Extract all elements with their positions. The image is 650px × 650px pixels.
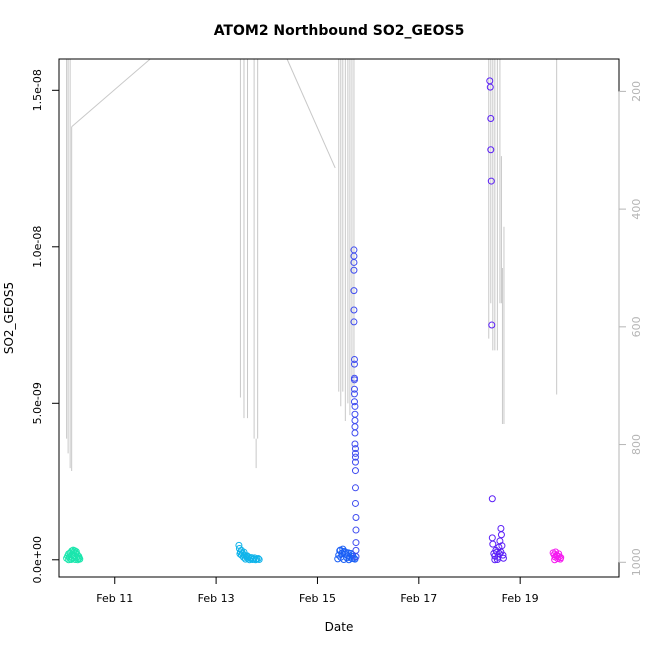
point-s3-18 bbox=[351, 429, 359, 437]
point-s1-20 bbox=[255, 555, 263, 563]
point-s4-0 bbox=[486, 77, 494, 85]
point-s3-10 bbox=[350, 376, 358, 384]
point-s3-15 bbox=[351, 410, 359, 418]
point-s4-6 bbox=[488, 495, 496, 503]
point-s0-18 bbox=[65, 556, 73, 564]
point-s3-24 bbox=[351, 467, 359, 475]
y-axis: 0.0e+00 5.0e-09 1.0e-08 1.5e-08 bbox=[31, 69, 60, 584]
point-s3-4 bbox=[350, 287, 358, 295]
point-s3-7 bbox=[350, 355, 358, 363]
point-s4-21 bbox=[493, 555, 501, 563]
y-axis-label: SO2_GEOS5 bbox=[2, 282, 16, 354]
point-s2-20 bbox=[344, 549, 352, 557]
y2-tick-label-4: 1000 bbox=[630, 548, 643, 576]
data-points bbox=[63, 77, 565, 564]
point-s2-16 bbox=[350, 554, 358, 562]
chart-title: ATOM2 Northbound SO2_GEOS5 bbox=[214, 23, 465, 39]
point-s0-23 bbox=[74, 556, 82, 564]
point-s4-2 bbox=[487, 114, 495, 122]
point-s3-25 bbox=[351, 484, 359, 492]
point-s3-19 bbox=[351, 440, 359, 448]
y2-tick-label-2: 600 bbox=[630, 316, 643, 337]
y2-tick-label-3: 800 bbox=[630, 434, 643, 455]
point-s4-22 bbox=[491, 556, 499, 564]
point-s3-6 bbox=[350, 318, 358, 326]
point-s4-3 bbox=[487, 146, 495, 154]
pressure-line-11 bbox=[286, 58, 336, 169]
point-s3-17 bbox=[351, 423, 359, 431]
pressure-line-4 bbox=[71, 58, 151, 128]
point-s4-15 bbox=[496, 537, 504, 545]
point-s1-22 bbox=[236, 550, 244, 558]
point-s3-20 bbox=[351, 445, 359, 453]
point-s4-23 bbox=[497, 548, 505, 556]
point-s4-7 bbox=[488, 534, 496, 542]
y2-axis: 200 400 600 800 1000 bbox=[618, 81, 643, 576]
y-tick-label-0: 0.0e+00 bbox=[31, 536, 44, 583]
point-s0-19 bbox=[67, 555, 75, 563]
point-s3-26 bbox=[351, 499, 359, 507]
point-s3-5 bbox=[350, 306, 358, 314]
point-s3-8 bbox=[350, 360, 358, 368]
point-s3-12 bbox=[350, 390, 358, 398]
point-s3-28 bbox=[352, 526, 360, 534]
point-s2-21 bbox=[348, 551, 356, 559]
point-s2-19 bbox=[340, 547, 348, 555]
point-s0-21 bbox=[71, 547, 79, 555]
point-s3-29 bbox=[352, 539, 360, 547]
point-s5-9 bbox=[557, 554, 565, 562]
point-s4-4 bbox=[487, 177, 495, 185]
point-s3-23 bbox=[351, 458, 359, 466]
point-s3-2 bbox=[350, 258, 358, 266]
point-s3-13 bbox=[350, 398, 358, 406]
x-tick-label-4: Feb 19 bbox=[502, 592, 539, 605]
y-tick-label-2: 1.0e-08 bbox=[31, 226, 44, 268]
point-s3-14 bbox=[351, 402, 359, 410]
point-s3-11 bbox=[350, 385, 358, 393]
point-s3-3 bbox=[350, 266, 358, 274]
point-s2-18 bbox=[336, 546, 344, 554]
point-s4-8 bbox=[489, 540, 497, 548]
point-s1-24 bbox=[243, 552, 251, 560]
point-s3-31 bbox=[352, 553, 360, 561]
point-s0-22 bbox=[72, 548, 80, 556]
point-s4-1 bbox=[486, 83, 494, 91]
point-s4-17 bbox=[497, 531, 505, 539]
point-s0-24 bbox=[75, 554, 83, 562]
y-tick-label-3: 1.5e-08 bbox=[31, 69, 44, 111]
x-tick-label-1: Feb 13 bbox=[198, 592, 235, 605]
y2-tick-label-0: 200 bbox=[630, 81, 643, 102]
x-axis: Feb 11 Feb 13 Feb 15 Feb 17 Feb 19 bbox=[96, 576, 539, 605]
point-s4-24 bbox=[495, 550, 503, 558]
point-s3-30 bbox=[352, 546, 360, 554]
pressure-lines bbox=[66, 58, 558, 472]
x-tick-label-0: Feb 11 bbox=[96, 592, 133, 605]
point-s4-5 bbox=[488, 321, 496, 329]
x-tick-label-2: Feb 15 bbox=[299, 592, 336, 605]
x-tick-label-3: Feb 17 bbox=[400, 592, 437, 605]
x-axis-label: Date bbox=[325, 620, 354, 634]
y2-tick-label-1: 400 bbox=[630, 199, 643, 220]
point-s3-22 bbox=[351, 453, 359, 461]
point-s3-16 bbox=[351, 417, 359, 425]
point-s3-21 bbox=[351, 449, 359, 457]
y-tick-label-1: 5.0e-09 bbox=[31, 382, 44, 424]
point-s3-27 bbox=[352, 514, 360, 522]
point-s1-19 bbox=[254, 555, 262, 563]
point-s4-16 bbox=[497, 524, 505, 532]
point-s5-11 bbox=[553, 552, 561, 560]
